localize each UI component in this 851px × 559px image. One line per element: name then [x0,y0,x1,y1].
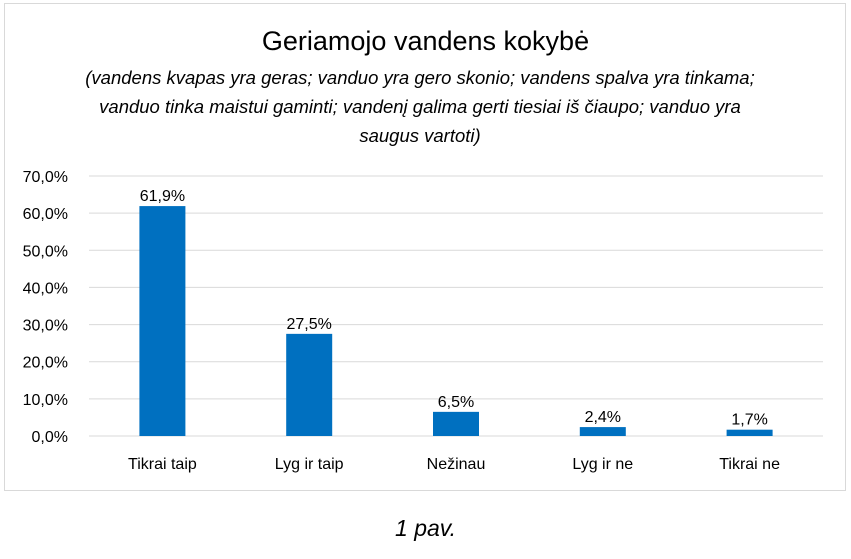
x-axis-ticks: Tikrai taip Lyg ir taip Nežinau Lyg ir ne Ti… [128,456,780,473]
y-axis-ticks: 0,0% 10,0% 20,0% 30,0% 40,0% 50,0% 60,0% 70,0% [23,169,68,446]
x-tick-label: Lyg ir ne [572,456,633,473]
y-tick-label: 50,0% [23,243,68,260]
x-tick-label: Tikrai ne [719,456,780,473]
y-tick-label: 0,0% [32,429,68,446]
data-label: 1,7% [731,412,767,429]
data-label: 27,5% [287,316,332,333]
y-tick-label: 30,0% [23,318,68,335]
x-tick-label: Nežinau [427,456,486,473]
bar [286,333,333,436]
data-label: 61,9% [140,188,185,205]
x-tick-label: Lyg ir taip [275,456,344,473]
data-labels: 61,9% 27,5% 6,5% 2,4% 1,7% [140,188,768,429]
y-tick-label: 60,0% [23,206,68,223]
chart-subtitle: (vandens kvapas yra geras; vanduo yra ge… [85,67,755,146]
bar [726,429,773,436]
bar [139,206,186,436]
data-label: 6,5% [438,394,474,411]
y-tick-label: 40,0% [23,280,68,297]
data-label: 2,4% [585,409,621,426]
x-tick-label: Tikrai taip [128,456,197,473]
bar-chart: 0,0%10,0%20,0%30,0%40,0%50,0%60,0%70,0% … [23,169,823,473]
y-tick-label: 10,0% [23,392,68,409]
y-tick-label: 20,0% [23,355,68,372]
chart-title: Geriamojo vandens kokybė [261,26,590,56]
bar [579,427,626,436]
bars [139,206,773,436]
bar [433,411,479,436]
figure-caption: 1 pav. [395,515,456,541]
y-tick-label: 70,0% [23,169,68,186]
